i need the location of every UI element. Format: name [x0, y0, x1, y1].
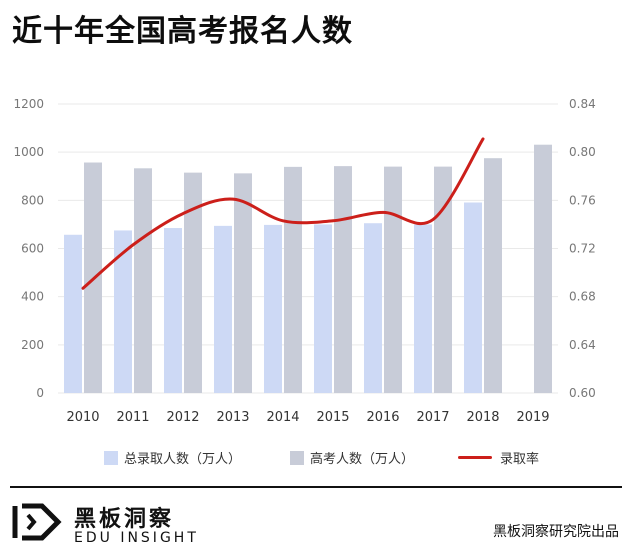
bar-examinees — [434, 166, 452, 393]
footer-divider — [10, 486, 622, 488]
bar-admitted — [64, 234, 82, 393]
x-tick-label: 2018 — [466, 410, 499, 425]
bar-admitted — [464, 202, 482, 393]
x-tick-label: 2019 — [516, 410, 549, 425]
bar-examinees — [384, 166, 402, 393]
y-right-tick-label: 0.76 — [569, 193, 596, 207]
x-tick-label: 2011 — [116, 410, 149, 425]
bar-admitted — [314, 224, 332, 393]
legend-swatch-examinees — [290, 450, 304, 465]
bar-admitted — [214, 225, 232, 393]
y-right-tick-label: 0.68 — [569, 290, 596, 304]
bar-examinees — [334, 166, 352, 393]
y-left-tick-label: 600 — [21, 242, 44, 256]
legend-swatch-rate — [458, 456, 492, 459]
legend-item-rate: 录取率 — [458, 448, 539, 467]
bar-examinees — [284, 166, 302, 393]
bar-admitted — [164, 228, 182, 393]
bar-admitted — [114, 230, 132, 393]
combo-chart: 0 200 400 600 800 1000 1200 0.60 0.64 0.68 0.72 0.7… — [13, 97, 596, 425]
bar-examinees — [484, 158, 502, 393]
chart-title: 近十年全国高考报名人数 — [12, 14, 353, 49]
y-left-tick-label: 1200 — [13, 97, 44, 111]
legend-label-admitted: 总录取人数（万人） — [124, 452, 242, 467]
legend-item-admitted: 总录取人数（万人） — [104, 448, 241, 467]
legend-label-examinees: 高考人数（万人） — [310, 452, 415, 467]
bar-examinees — [184, 172, 202, 393]
bar-examinees — [134, 168, 152, 393]
bar-admitted — [364, 223, 382, 393]
y-right-tick-label: 0.84 — [569, 97, 596, 111]
y-right-tick-label: 0.72 — [569, 242, 596, 256]
bar-admitted — [264, 224, 282, 393]
y-right-tick-label: 0.60 — [569, 386, 596, 400]
bar-admitted — [414, 224, 432, 393]
y-right-tick-label: 0.64 — [569, 338, 596, 352]
x-tick-label: 2017 — [416, 410, 449, 425]
bar-examinees — [234, 173, 252, 393]
legend-swatch-admitted — [104, 450, 118, 465]
x-tick-label: 2015 — [316, 410, 349, 425]
publisher-credit: 黑板洞察研究院出品 — [493, 524, 619, 540]
y-left-tick-label: 1000 — [13, 145, 44, 159]
y-left-tick-label: 200 — [21, 338, 44, 352]
y-left-tick-label: 0 — [36, 386, 44, 400]
legend-item-examinees: 高考人数（万人） — [290, 448, 414, 467]
x-tick-label: 2014 — [266, 410, 299, 425]
brand-name-cn: 黑板洞察 — [74, 507, 175, 532]
rate-line — [81, 137, 485, 290]
x-tick-label: 2012 — [166, 410, 199, 425]
y-left-tick-label: 400 — [21, 290, 44, 304]
y-left-tick-label: 800 — [21, 193, 44, 207]
x-tick-label: 2010 — [66, 410, 99, 425]
edu-insight-logo-icon — [12, 503, 62, 541]
brand-name-en: EDU INSIGHT — [74, 530, 199, 546]
chart-legend: 总录取人数（万人） 高考人数（万人） 录取率 — [0, 448, 633, 472]
x-tick-label: 2016 — [366, 410, 399, 425]
legend-label-rate: 录取率 — [500, 452, 540, 467]
bar-examinees — [534, 144, 552, 393]
y-right-tick-label: 0.80 — [569, 145, 596, 159]
x-tick-label: 2013 — [216, 410, 249, 425]
